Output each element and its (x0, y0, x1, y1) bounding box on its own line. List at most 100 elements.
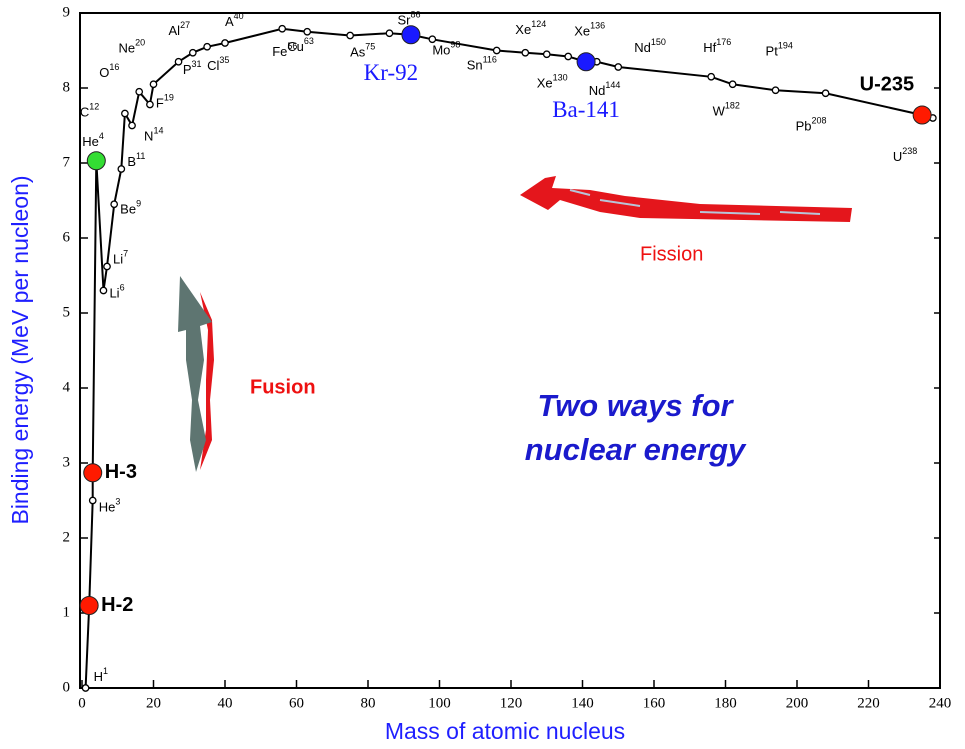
nuclide-label: He4 (82, 131, 104, 149)
nuclide-symbol: He (99, 500, 116, 515)
nuclide-symbol: Hf (703, 40, 716, 55)
x-tick-label: 80 (361, 695, 376, 711)
nuclide-symbol: Al (169, 23, 181, 38)
nuclide-symbol: N (144, 129, 153, 144)
nuclide-label: He3 (99, 497, 121, 515)
headline-line: nuclear energy (525, 432, 747, 467)
highlight-point (912, 105, 932, 125)
nuclide-mass: 3 (115, 497, 120, 507)
nuclide-symbol: Sr (397, 13, 411, 28)
data-point (564, 52, 573, 61)
nuclide-symbol: Xe (537, 76, 553, 91)
data-point (88, 496, 97, 505)
data-point (121, 109, 129, 118)
y-tick-label: 1 (63, 604, 71, 620)
fusion-arrow (178, 276, 214, 472)
highlight-label: U-235 (860, 73, 914, 95)
highlight-label: H-3 (105, 461, 137, 483)
nuclide-mass: 12 (89, 102, 99, 112)
nuclide-label: O16 (99, 62, 119, 80)
nuclide-label: W182 (713, 101, 740, 119)
nuclide-symbol: Pb (796, 119, 812, 134)
headline-line: Two ways for (537, 388, 734, 423)
nuclide-label: Hf176 (703, 37, 731, 55)
nuclide-symbol: Cl (207, 58, 219, 73)
data-point (728, 80, 737, 89)
nuclide-symbol: Pt (766, 44, 779, 59)
x-tick-label: 120 (500, 695, 523, 711)
nuclide-mass: 1 (103, 666, 108, 676)
nuclide-symbol: W (713, 104, 726, 119)
nuclide-label: F19 (156, 93, 174, 111)
nuclide-mass: 27 (180, 20, 190, 30)
y-tick-label: 6 (63, 229, 71, 245)
nuclide-symbol: P (183, 62, 192, 77)
nuclide-label: A40 (225, 11, 244, 29)
x-tick-label: 100 (428, 695, 451, 711)
nuclide-label: Li6 (109, 283, 124, 301)
plot-frame (79, 12, 941, 689)
nuclide-mass: 11 (136, 151, 145, 161)
x-tick-label: 200 (786, 695, 809, 711)
y-tick-label: 4 (63, 379, 71, 395)
nuclide-symbol: Be (120, 202, 136, 217)
data-point (385, 29, 394, 38)
nuclide-label: Xe124 (515, 19, 546, 37)
y-tick-label: 7 (63, 154, 71, 170)
nuclide-mass: 31 (191, 59, 201, 69)
nuclide-symbol: Cu (287, 39, 304, 54)
nuclide-mass: 208 (812, 116, 827, 126)
data-point (117, 165, 126, 173)
highlight-point (83, 463, 103, 483)
y-tick-label: 0 (63, 679, 71, 695)
data-point (203, 42, 211, 51)
nuclide-symbol: F (156, 96, 164, 111)
y-tick-label: 9 (63, 4, 71, 20)
data-point (128, 121, 136, 130)
nuclide-mass: 35 (219, 55, 229, 65)
x-tick-label: 40 (218, 695, 233, 711)
nuclide-label: Xe130 (537, 73, 568, 91)
data-point (303, 27, 312, 36)
data-point (81, 684, 90, 692)
highlight-point (401, 25, 421, 45)
data-point (428, 35, 437, 44)
nuclide-mass: 136 (590, 21, 605, 31)
highlight-label: Kr-92 (364, 60, 418, 85)
nuclide-label: Li7 (113, 249, 128, 267)
nuclide-symbol: H (94, 669, 103, 684)
nuclide-label: B11 (127, 151, 145, 169)
nuclide-symbol: Xe (574, 24, 590, 39)
nuclide-symbol: Mo (432, 43, 450, 58)
nuclide-symbol: C (80, 105, 89, 120)
nuclide-mass: 116 (483, 55, 497, 65)
nuclide-symbol: Fe (272, 44, 287, 59)
nuclide-label: Pt194 (766, 41, 793, 59)
nuclide-symbol: O (99, 65, 109, 80)
nuclide-label: Xe136 (574, 21, 605, 39)
nuclide-symbol: Li (109, 286, 119, 301)
nuclide-label: Sn116 (467, 55, 497, 73)
nuclide-label: Be9 (120, 199, 141, 217)
nuclide-label: Cu63 (287, 36, 314, 54)
data-point (103, 262, 111, 271)
data-point (707, 72, 716, 81)
nuclide-label: Nd144 (589, 80, 621, 98)
nuclide-label: U238 (893, 146, 917, 164)
x-tick-label: 240 (929, 695, 952, 711)
data-point (821, 89, 830, 98)
nuclide-mass: 124 (531, 19, 546, 29)
y-tick-label: 5 (63, 304, 71, 320)
nuclide-mass: 144 (605, 80, 620, 90)
highlight-point (576, 52, 596, 72)
nuclide-label: Nd150 (634, 37, 666, 55)
data-point (346, 31, 354, 40)
data-point (492, 46, 501, 55)
nuclide-symbol: Sn (467, 58, 483, 73)
highlight-label: Ba-141 (552, 97, 620, 122)
nuclide-mass: 182 (725, 101, 740, 111)
nuclide-mass: 86 (410, 10, 420, 20)
data-point (614, 63, 623, 71)
nuclide-mass: 9 (136, 199, 141, 209)
nuclide-label: Sr86 (397, 10, 420, 28)
